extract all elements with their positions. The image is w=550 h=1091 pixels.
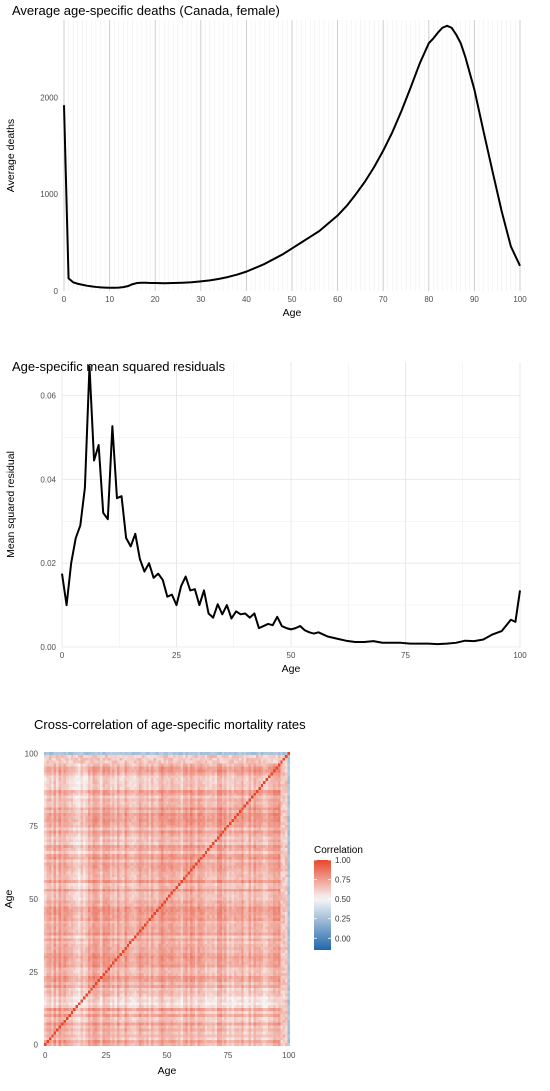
series-line xyxy=(63,24,521,289)
legend-label: 0.25 xyxy=(335,915,351,924)
x-tick-label: 0 xyxy=(62,295,67,304)
y-tick-label: 0 xyxy=(54,287,59,296)
x-axis-title: Age xyxy=(158,1065,177,1077)
legend-colorbar xyxy=(314,860,331,950)
x-tick-label: 90 xyxy=(470,295,479,304)
chart-title: Cross-correlation of age-specific mortal… xyxy=(34,717,306,732)
gridlines xyxy=(61,362,521,648)
legend-title: Correlation xyxy=(314,845,363,856)
legend-label: 0.50 xyxy=(335,895,351,904)
y-tick-label: 0.04 xyxy=(40,475,56,484)
legend-label: 0.75 xyxy=(335,876,351,885)
y-tick-label: 0.02 xyxy=(40,559,56,568)
y-tick-label: 0.06 xyxy=(40,392,56,401)
x-tick-label: 100 xyxy=(513,295,527,304)
x-tick-label: 10 xyxy=(105,295,114,304)
x-tick-label: 25 xyxy=(102,1051,111,1060)
x-tick-label: 75 xyxy=(223,1051,232,1060)
x-tick-label: 100 xyxy=(282,1051,296,1060)
x-tick-label: 50 xyxy=(163,1051,172,1060)
x-tick-label: 0 xyxy=(60,651,65,660)
y-tick-label: 75 xyxy=(29,822,38,831)
x-tick-label: 0 xyxy=(43,1051,48,1060)
x-tick-label: 70 xyxy=(379,295,388,304)
legend-label: 1.00 xyxy=(335,856,351,865)
chart-3-cross-correlation-heatmap: Cross-correlation of age-specific mortal… xyxy=(3,717,363,1077)
x-axis-title: Age xyxy=(283,307,302,319)
chart-title: Age-specific mean squared residuals xyxy=(12,359,226,374)
x-tick-label: 100 xyxy=(513,651,527,660)
x-tick-label: 60 xyxy=(333,295,342,304)
y-tick-label: 0 xyxy=(34,1041,39,1050)
y-tick-label: 2000 xyxy=(40,93,58,102)
legend-label: 0.00 xyxy=(335,934,351,943)
y-tick-label: 0.00 xyxy=(40,643,56,652)
heatmap-cells xyxy=(44,752,290,1046)
x-tick-label: 20 xyxy=(151,295,160,304)
y-axis-title: Mean squared residual xyxy=(5,451,17,558)
x-tick-label: 80 xyxy=(424,295,433,304)
y-tick-label: 100 xyxy=(25,749,39,758)
x-tick-label: 50 xyxy=(287,651,296,660)
x-axis-title: Age xyxy=(282,663,301,675)
y-tick-label: 25 xyxy=(29,968,38,977)
y-axis-title: Age xyxy=(3,890,15,909)
gridlines xyxy=(63,20,521,291)
chart-2-mean-squared-residuals: 0 25 50 75 100 0.00 0.02 0.04 0.06 Age-specific m… xyxy=(5,359,527,675)
chart-title: Average age-specific deaths (Canada, fem… xyxy=(12,3,280,18)
x-tick-label: 75 xyxy=(401,651,410,660)
y-axis-title: Average deaths xyxy=(5,119,17,192)
x-tick-label: 50 xyxy=(288,295,297,304)
series-line xyxy=(61,365,521,646)
y-tick-label: 1000 xyxy=(40,190,58,199)
x-tick-label: 40 xyxy=(242,295,251,304)
y-tick-label: 50 xyxy=(29,895,38,904)
x-tick-label: 25 xyxy=(172,651,181,660)
x-tick-label: 30 xyxy=(196,295,205,304)
